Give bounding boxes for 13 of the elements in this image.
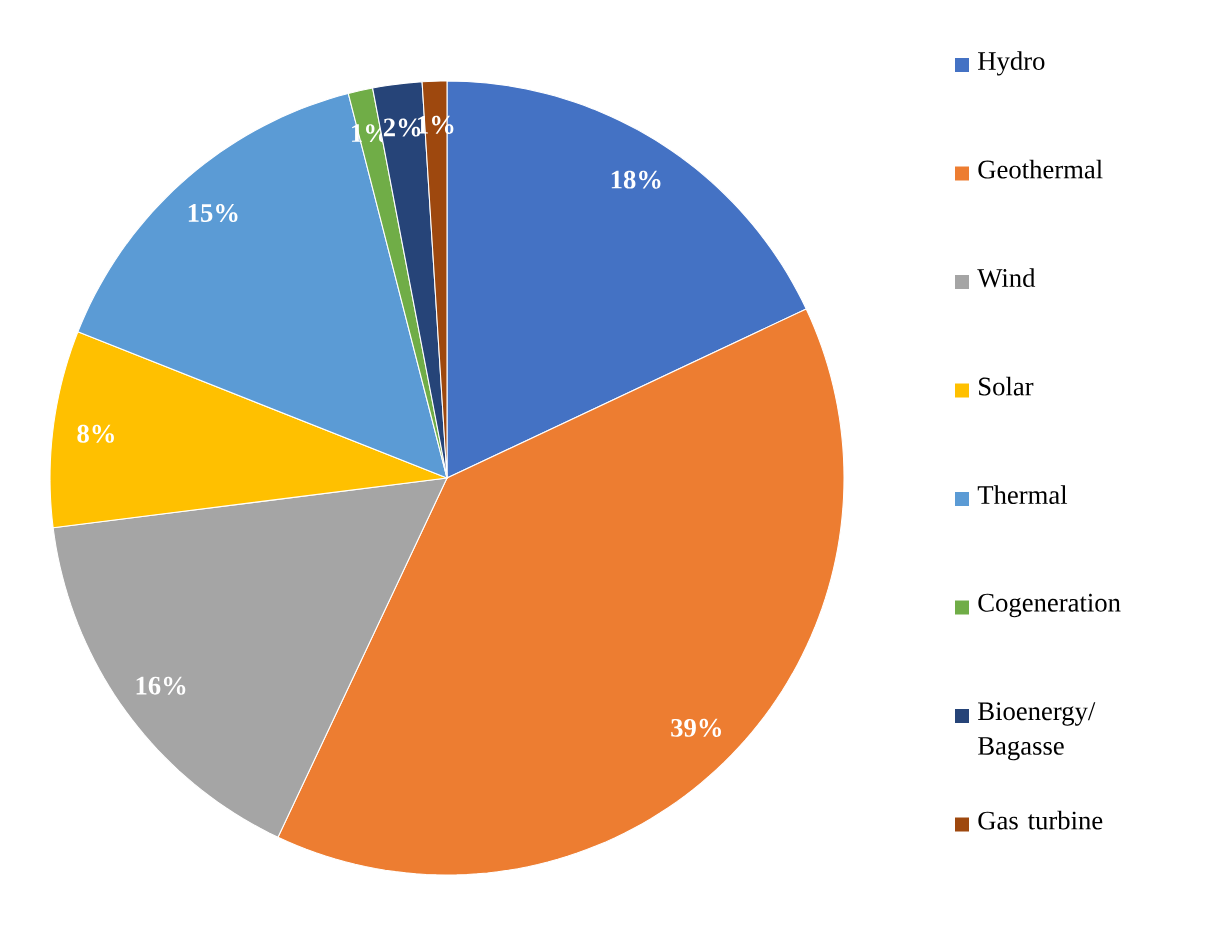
- legend-label: Hydro: [978, 51, 1045, 76]
- data-label: 8%: [77, 424, 114, 443]
- legend-label: Cogeneration: [978, 593, 1121, 618]
- legend-label: Bioenergy/ Bagasse: [978, 702, 1096, 761]
- legend-label: Gas turbine: [978, 810, 1103, 830]
- legend-label: Wind: [977, 268, 1036, 288]
- legend-label: Solar: [979, 376, 1034, 396]
- data-label: 16%: [136, 676, 186, 695]
- legend-label: Thermal: [977, 485, 1068, 505]
- legend-label: Geothermal: [978, 159, 1103, 179]
- data-label: 39%: [671, 718, 721, 737]
- data-label: 18%: [611, 170, 661, 189]
- data-label: 15%: [188, 203, 238, 223]
